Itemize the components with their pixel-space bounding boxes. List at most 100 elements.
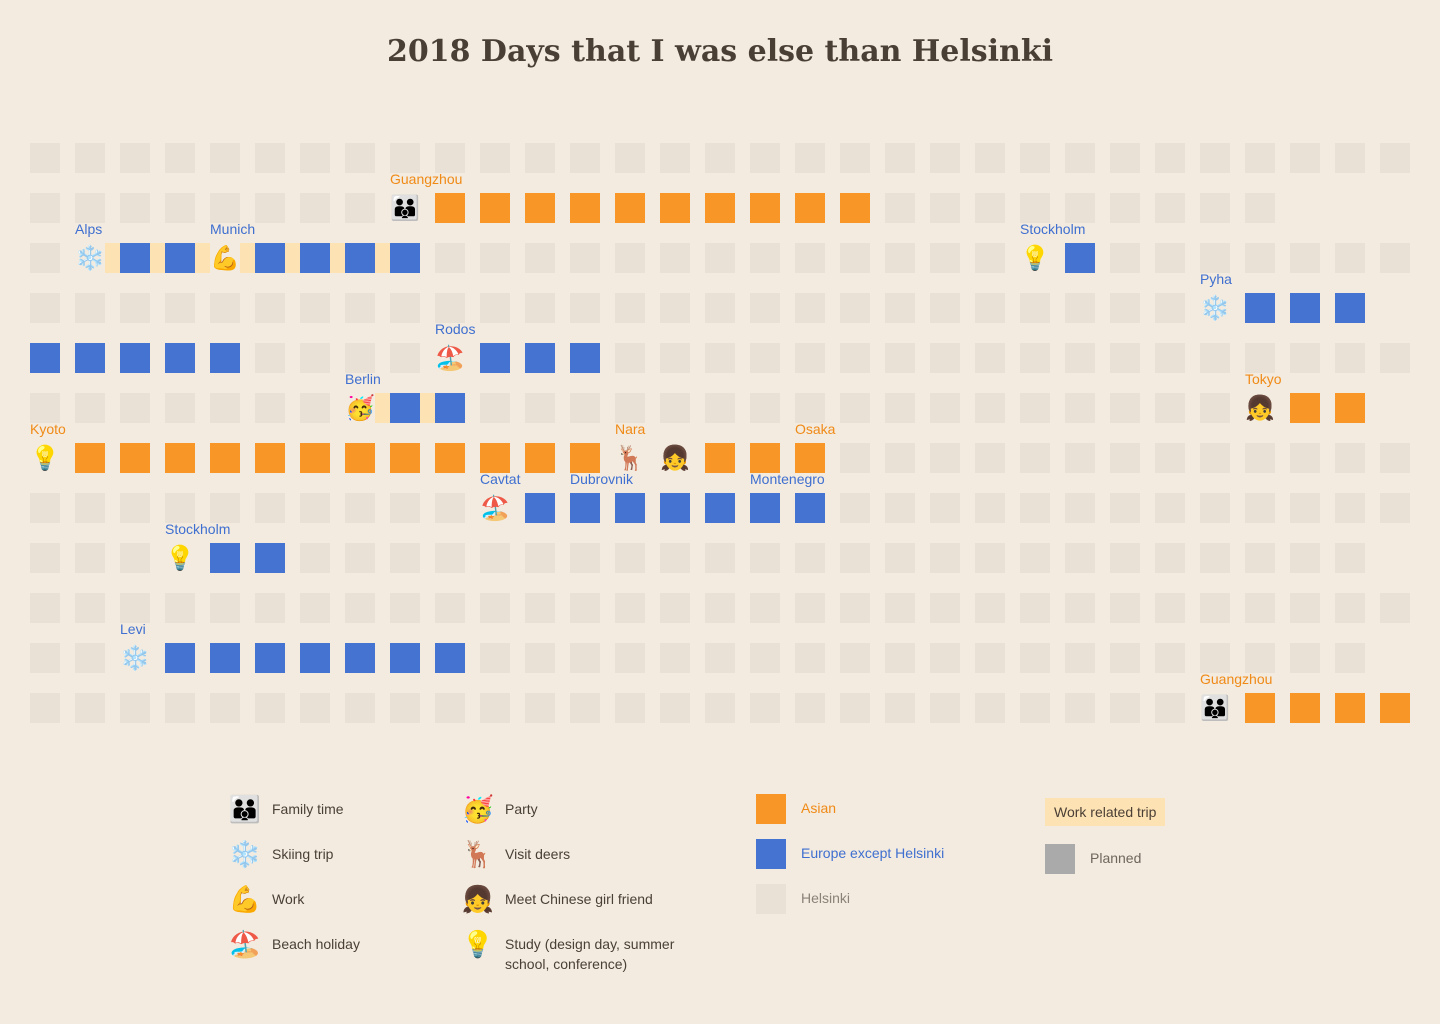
deer-icon: 🦌 bbox=[615, 444, 645, 472]
place-label: Munich bbox=[210, 221, 256, 237]
day-cell-helsinki bbox=[885, 193, 915, 223]
day-cell-helsinki bbox=[750, 293, 780, 323]
day-cell-helsinki bbox=[300, 693, 330, 723]
day-cell-helsinki bbox=[885, 293, 915, 323]
day-cell-asian bbox=[795, 193, 825, 223]
legend-item: 🥳 Party bbox=[461, 795, 538, 825]
day-cell-helsinki bbox=[300, 143, 330, 173]
day-cell-helsinki bbox=[885, 543, 915, 573]
day-cell-asian bbox=[750, 443, 780, 473]
day-cell-helsinki bbox=[345, 543, 375, 573]
day-cell-helsinki bbox=[975, 243, 1005, 273]
day-cell-asian bbox=[1335, 693, 1365, 723]
day-cell-helsinki bbox=[615, 543, 645, 573]
day-cell-helsinki bbox=[930, 243, 960, 273]
day-cell-europe bbox=[750, 493, 780, 523]
legend-item: 👪 Family time bbox=[228, 795, 344, 825]
day-cell-helsinki bbox=[660, 643, 690, 673]
day-cell-europe: 💡 bbox=[1020, 243, 1050, 273]
day-cell-asian: 👪 bbox=[390, 193, 420, 223]
day-cell-helsinki bbox=[1065, 543, 1095, 573]
day-cell-helsinki bbox=[165, 193, 195, 223]
day-cell-asian bbox=[300, 443, 330, 473]
place-label: Stockholm bbox=[165, 521, 231, 537]
day-cell-helsinki bbox=[345, 343, 375, 373]
day-cell-helsinki bbox=[1200, 243, 1230, 273]
day-cell-helsinki bbox=[1065, 593, 1095, 623]
day-cell-helsinki bbox=[1155, 593, 1185, 623]
day-cell-asian bbox=[255, 443, 285, 473]
day-cell-helsinki bbox=[1335, 543, 1365, 573]
day-cell-helsinki bbox=[435, 143, 465, 173]
day-cell-helsinki bbox=[1020, 493, 1050, 523]
day-cell-helsinki bbox=[930, 293, 960, 323]
day-cell-helsinki bbox=[615, 393, 645, 423]
day-cell-helsinki bbox=[1200, 393, 1230, 423]
legend-item: 🏖️ Beach holiday bbox=[228, 930, 360, 960]
day-cell-helsinki bbox=[795, 643, 825, 673]
party-face-icon: 🥳 bbox=[461, 795, 495, 825]
day-cell-helsinki bbox=[930, 543, 960, 573]
day-cell-helsinki bbox=[120, 393, 150, 423]
day-cell-asian bbox=[480, 193, 510, 223]
day-cell-helsinki bbox=[345, 143, 375, 173]
day-cell-asian: 💡 bbox=[30, 443, 60, 473]
day-cell-helsinki bbox=[210, 193, 240, 223]
day-cell-helsinki bbox=[435, 693, 465, 723]
legend-work-related-trip: Work related trip bbox=[1045, 798, 1166, 826]
legend-region-label: Helsinki bbox=[801, 890, 851, 906]
day-cell-helsinki bbox=[840, 543, 870, 573]
day-cell-europe bbox=[210, 643, 240, 673]
day-cell-helsinki bbox=[885, 643, 915, 673]
day-cell-helsinki bbox=[840, 393, 870, 423]
family-icon: 👪 bbox=[228, 795, 262, 825]
day-cell-helsinki bbox=[1155, 193, 1185, 223]
day-cell-helsinki bbox=[750, 243, 780, 273]
snowflake-icon: ❄️ bbox=[120, 644, 150, 672]
day-cell-helsinki bbox=[1245, 543, 1275, 573]
day-cell-helsinki bbox=[210, 493, 240, 523]
day-cell-helsinki bbox=[1155, 543, 1185, 573]
day-cell-helsinki bbox=[1380, 443, 1410, 473]
day-cell-helsinki bbox=[480, 593, 510, 623]
day-cell-helsinki bbox=[1155, 343, 1185, 373]
day-cell-asian bbox=[615, 193, 645, 223]
work-trip-bridge bbox=[420, 393, 435, 423]
day-cell-helsinki bbox=[75, 493, 105, 523]
day-cell-helsinki bbox=[1200, 643, 1230, 673]
day-cell-helsinki bbox=[705, 343, 735, 373]
day-cell-helsinki bbox=[480, 143, 510, 173]
day-cell-helsinki bbox=[975, 293, 1005, 323]
day-cell-helsinki bbox=[1020, 643, 1050, 673]
day-cell-helsinki bbox=[75, 593, 105, 623]
day-cell-helsinki bbox=[1200, 343, 1230, 373]
day-cell-helsinki bbox=[1245, 193, 1275, 223]
day-cell-helsinki bbox=[930, 493, 960, 523]
day-cell-europe bbox=[255, 643, 285, 673]
day-cell-helsinki bbox=[1110, 693, 1140, 723]
day-cell-helsinki bbox=[660, 393, 690, 423]
place-label: Dubrovnik bbox=[570, 471, 634, 487]
day-cell-helsinki bbox=[840, 493, 870, 523]
day-cell-helsinki bbox=[840, 243, 870, 273]
day-cell-asian bbox=[345, 443, 375, 473]
day-cell-helsinki bbox=[1335, 243, 1365, 273]
day-cell-helsinki bbox=[30, 193, 60, 223]
work-trip-bridge bbox=[375, 243, 390, 273]
day-cell-helsinki bbox=[30, 243, 60, 273]
family-icon: 👪 bbox=[390, 194, 420, 222]
place-label: Kyoto bbox=[30, 421, 66, 437]
day-cell-europe: 🥳 bbox=[345, 393, 375, 423]
day-cell-europe bbox=[1290, 293, 1320, 323]
place-label: Montenegro bbox=[750, 471, 825, 487]
day-cell-europe bbox=[435, 643, 465, 673]
day-cell-helsinki bbox=[930, 343, 960, 373]
day-cell-helsinki bbox=[390, 593, 420, 623]
day-cell-helsinki bbox=[615, 343, 645, 373]
day-cell-helsinki bbox=[1245, 143, 1275, 173]
flexed-biceps-icon: 💪 bbox=[210, 244, 240, 272]
day-cell-helsinki bbox=[1335, 643, 1365, 673]
day-cell-helsinki bbox=[480, 243, 510, 273]
day-cell-helsinki bbox=[930, 393, 960, 423]
day-cell-helsinki bbox=[525, 293, 555, 323]
